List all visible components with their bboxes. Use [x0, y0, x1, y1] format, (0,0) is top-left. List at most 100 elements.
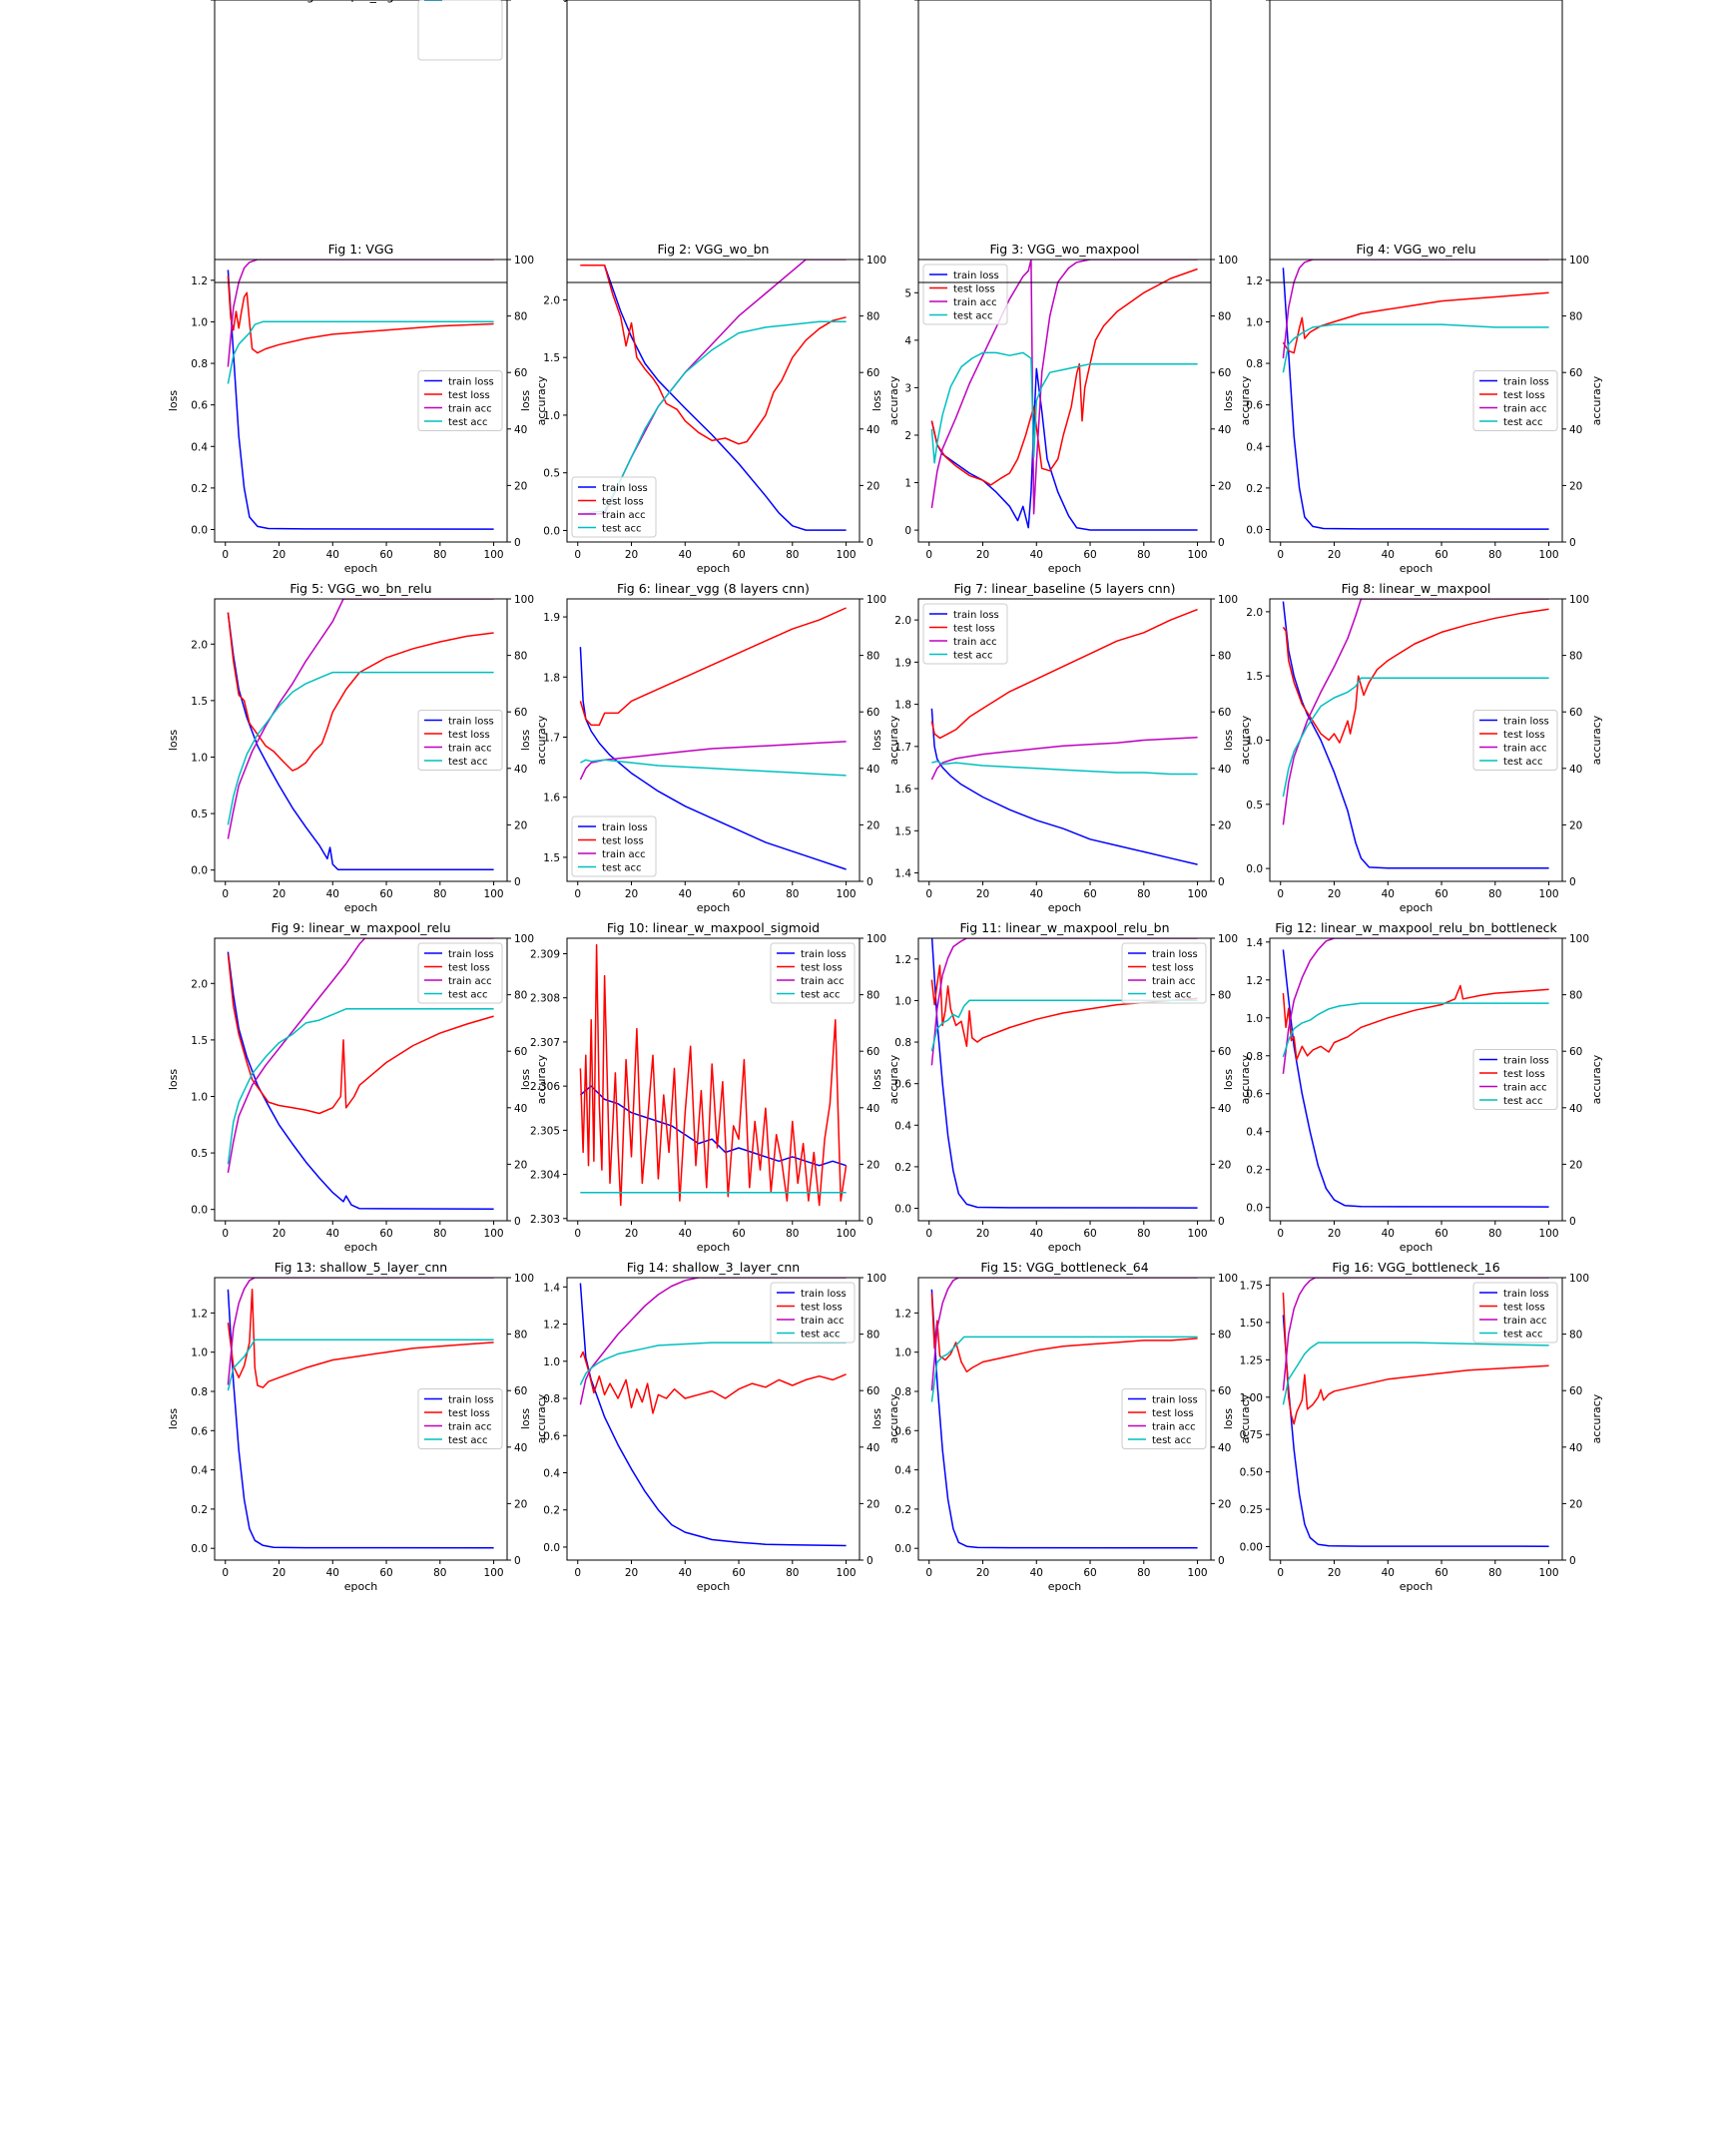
y2-tick-label: 100 [514, 594, 534, 606]
legend-label: train loss [801, 1289, 847, 1300]
y-tick-label: 0.4 [894, 0, 911, 3]
y-tick-label: 1.5 [543, 352, 560, 364]
series-line-test-loss [930, 964, 1198, 1047]
y-tick-label: 2.309 [530, 948, 560, 960]
y2-tick-label: 100 [514, 0, 534, 3]
x-tick-label: 1.0 [1203, 0, 1220, 3]
x-tick-label: 60 [1083, 1567, 1096, 1579]
y-axis-label: loss [1222, 390, 1235, 412]
x-tick-label: 80 [786, 1567, 799, 1579]
x-tick-label: 0.6 [734, 0, 751, 3]
x-tick-label: 80 [1137, 1228, 1150, 1240]
plot-frame [917, 259, 1212, 543]
y2-tick-label: 0 [1569, 537, 1576, 549]
legend-box [770, 942, 856, 1004]
y-tick-label: 0.50 [1240, 1467, 1263, 1479]
y-axis-label: loss [519, 730, 532, 752]
y-tick-label: 2 [904, 430, 911, 442]
y-tick-label: 0.0 [191, 865, 208, 877]
y2-tick-label: 60 [866, 707, 879, 719]
legend-label: test acc [448, 0, 488, 3]
series-line-test-loss [1282, 291, 1549, 354]
y2-tick-label: 0 [866, 876, 873, 888]
y-tick-label: 0.0 [543, 525, 560, 537]
y-tick-label: 4 [201, 0, 208, 3]
y2-tick-label: 100 [1218, 255, 1238, 267]
y-axis-label: loss [519, 390, 532, 412]
y2-axis-label: accuracy [887, 1393, 900, 1443]
x-tick-label: 0.2 [1320, 0, 1337, 3]
series-line-test-acc [580, 759, 847, 777]
y-tick-label: 2.303 [530, 1214, 560, 1226]
series-line-train-acc [579, 741, 847, 781]
y2-tick-label: 20 [866, 480, 879, 492]
series-line-train-loss [227, 951, 494, 1211]
y-axis-label: loss [166, 0, 188, 3]
x-tick-label: 80 [786, 1228, 799, 1240]
legend-label: test loss [953, 624, 995, 635]
legend-label: train loss [448, 377, 494, 388]
x-tick-label: 0 [925, 1567, 932, 1579]
y-tick-label: 1 [201, 0, 208, 3]
x-tick-label: 0.8 [1144, 0, 1161, 3]
y-tick-label: 0.0 [1246, 863, 1263, 875]
legend: train loss test loss train acc test acc [1472, 1049, 1558, 1110]
legend-label: train acc [602, 510, 646, 521]
x-tick-label: 1.0 [1554, 0, 1571, 3]
y2-tick-label: 40 [514, 0, 527, 3]
legend-label: train acc [1152, 1422, 1196, 1433]
y-tick-label: 0.4 [543, 1467, 560, 1479]
x-tick-label: 60 [732, 549, 745, 561]
y2-axis-label: accuracy [535, 375, 548, 425]
x-axis-label: epoch [1048, 901, 1082, 914]
series-line-train-loss [930, 708, 1198, 865]
series-line-train-acc [930, 260, 1198, 515]
x-tick-label: 0 [574, 549, 581, 561]
x-tick-label: 0 [574, 1567, 581, 1579]
x-tick-label: 40 [326, 1228, 339, 1240]
y-tick-label: 1.2 [191, 275, 208, 287]
x-tick-label: 80 [433, 888, 446, 900]
y-tick-label: 0.2 [543, 0, 560, 3]
legend: train loss test loss train acc test acc [1472, 710, 1558, 771]
y2-tick-label: 20 [514, 480, 527, 492]
y-axis-label: loss [1222, 1408, 1235, 1430]
y-tick-label: 0.2 [1246, 0, 1263, 3]
x-tick-label: 20 [976, 1567, 989, 1579]
x-tick-label: 100 [484, 1567, 504, 1579]
y2-tick-label: 100 [866, 1273, 886, 1285]
x-tick-label: 0 [1277, 888, 1284, 900]
series-group [227, 1278, 494, 1549]
legend: train loss test loss train acc test acc [922, 264, 1008, 325]
x-axis-label: epoch [1400, 1241, 1434, 1254]
x-tick-label: 0.4 [1379, 0, 1396, 3]
legend-label: test acc [953, 651, 993, 662]
chart-title: Fig 12: linear_w_maxpool_relu_bn_bottlen… [1275, 920, 1557, 935]
y-tick-label: 0.8 [894, 0, 911, 3]
y-tick-label: 1.2 [894, 954, 911, 966]
x-tick-label: 40 [1030, 549, 1043, 561]
x-tick-label: 0 [222, 888, 229, 900]
series-line-train-loss [1282, 1315, 1549, 1547]
x-tick-label: 0.4 [1027, 0, 1044, 3]
y2-axis-label: accuracy [535, 715, 548, 765]
legend-label: test loss [953, 284, 995, 295]
x-tick-label: 20 [273, 1228, 286, 1240]
y2-tick-label: 20 [866, 819, 879, 831]
y2-tick-label: 0 [514, 537, 521, 549]
empty-panel-18: 0.00.00.20.20.40.40.60.60.80.81.01.0 [543, 0, 868, 283]
legend-label: test acc [1503, 757, 1543, 768]
legend-label: train loss [1503, 717, 1549, 728]
y2-tick-label: 80 [1218, 311, 1231, 323]
chart-panel-9: Fig 9: linear_w_maxpool_relu 0 20 40 60 80 100… [167, 920, 548, 1254]
x-tick-label: 20 [273, 549, 286, 561]
y-tick-label: 0.4 [1246, 0, 1263, 3]
y2-tick-label: 0 [866, 1555, 873, 1567]
x-tick-label: 60 [1083, 888, 1096, 900]
legend-box [1472, 710, 1558, 771]
x-tick-label: 1.0 [852, 0, 868, 3]
y-tick-label: 0.8 [1246, 0, 1263, 3]
series-line-train-acc [1282, 260, 1549, 359]
plot-frame [566, 0, 861, 283]
y-tick-label: 1.2 [1246, 275, 1263, 287]
